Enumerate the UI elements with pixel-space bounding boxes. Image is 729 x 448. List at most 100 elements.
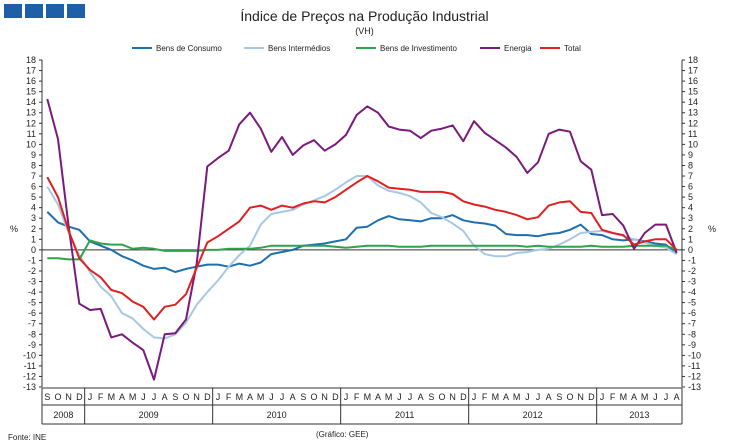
month-tick-label: M	[620, 392, 628, 402]
month-tick-label: J	[525, 392, 530, 402]
month-tick-label: A	[162, 392, 168, 402]
y-tick-label: 10	[26, 139, 36, 149]
legend-label: Total	[564, 44, 581, 53]
month-tick-label: J	[88, 392, 93, 402]
series-line-bens-de-consumo	[46, 211, 678, 273]
y-tick-label: 17	[26, 66, 36, 76]
month-tick-label: F	[354, 392, 360, 402]
y-tick-label: -11	[24, 361, 36, 371]
y-tick-label: -1	[688, 255, 696, 265]
month-tick-label: N	[65, 392, 72, 402]
month-tick-label: N	[449, 392, 456, 402]
year-label: 2008	[53, 410, 73, 420]
month-tick-label: O	[182, 392, 189, 402]
y-tick-label: 15	[26, 87, 36, 97]
y-tick-label: -9	[688, 340, 696, 350]
y-tick-label: 14	[688, 97, 698, 107]
y-tick-label: 7	[31, 171, 36, 181]
y-tick-label: -6	[28, 308, 36, 318]
y-tick-label: 4	[688, 203, 693, 213]
y-tick-label: -5	[28, 298, 36, 308]
series-line-bens-interm-dios	[46, 175, 678, 340]
month-tick-label: N	[577, 392, 584, 402]
month-tick-label: A	[503, 392, 509, 402]
month-tick-label: O	[310, 392, 317, 402]
chart-subtitle: (VH)	[355, 26, 374, 36]
month-tick-label: F	[610, 392, 616, 402]
y-tick-label: 10	[688, 139, 698, 149]
y-tick-label: 1	[31, 234, 36, 244]
year-label: 2009	[139, 410, 159, 420]
y-axis-label-left: %	[10, 224, 18, 234]
y-tick-label: -12	[23, 371, 36, 381]
y-tick-label: -5	[688, 298, 696, 308]
y-tick-label: 0	[31, 245, 36, 255]
month-tick-label: M	[385, 392, 393, 402]
month-tick-label: J	[269, 392, 274, 402]
month-tick-label: J	[653, 392, 658, 402]
y-tick-label: 12	[26, 118, 36, 128]
logo-block	[4, 4, 22, 18]
y-tick-label: -2	[688, 266, 696, 276]
chart-title: Índice de Preços na Produção Industrial	[240, 8, 489, 24]
month-tick-label: N	[321, 392, 328, 402]
month-tick-label: J	[152, 392, 157, 402]
y-tick-label: 14	[26, 97, 36, 107]
chart-credit: (Gráfico: GEE)	[316, 430, 369, 439]
y-tick-label: -8	[28, 329, 36, 339]
month-tick-label: A	[674, 392, 680, 402]
year-label: 2011	[395, 410, 414, 420]
y-tick-label: 16	[26, 76, 36, 86]
month-tick-label: A	[418, 392, 424, 402]
month-tick-label: S	[44, 392, 50, 402]
month-tick-label: M	[641, 392, 649, 402]
y-tick-label: -3	[688, 277, 696, 287]
month-tick-label: D	[204, 392, 211, 402]
y-tick-label: 2	[688, 224, 693, 234]
month-tick-label: S	[556, 392, 562, 402]
y-tick-label: -9	[28, 340, 36, 350]
y-tick-label: 1	[688, 234, 693, 244]
y-tick-label: 3	[688, 213, 693, 223]
y-tick-label: -11	[688, 361, 700, 371]
month-tick-label: J	[280, 392, 285, 402]
y-tick-label: 17	[688, 66, 698, 76]
month-tick-label: A	[290, 392, 296, 402]
series-lines	[46, 98, 678, 381]
y-tick-label: 8	[31, 160, 36, 170]
month-tick-label: J	[536, 392, 541, 402]
year-label: 2013	[629, 410, 649, 420]
month-tick-label: J	[408, 392, 413, 402]
y-tick-label: 15	[688, 87, 698, 97]
month-tick-label: A	[631, 392, 637, 402]
source-note: Fonte: INE	[8, 433, 47, 442]
legend: Bens de Consumo Bens Intermédios Bens de I…	[132, 44, 581, 53]
y-tick-label: 2	[31, 224, 36, 234]
y-tick-label: 9	[688, 150, 693, 160]
month-tick-label: F	[482, 392, 488, 402]
y-tick-label: -2	[28, 266, 36, 276]
year-label: 2012	[523, 410, 543, 420]
brand-logo	[4, 4, 85, 18]
month-tick-label: J	[141, 392, 146, 402]
month-tick-label: D	[332, 392, 339, 402]
month-tick-label: D	[76, 392, 83, 402]
y-tick-label: -3	[28, 277, 36, 287]
month-tick-label: A	[546, 392, 552, 402]
month-tick-label: M	[257, 392, 265, 402]
month-tick-label: J	[344, 392, 349, 402]
series-line-total	[46, 175, 678, 321]
y-tick-label: 11	[688, 129, 697, 139]
legend-label: Energia	[504, 44, 532, 53]
month-tick-label: N	[193, 392, 200, 402]
month-tick-label: J	[664, 392, 669, 402]
month-tick-label: M	[236, 392, 244, 402]
y-tick-label: 8	[688, 160, 693, 170]
month-tick-label: J	[397, 392, 402, 402]
month-tick-label: M	[364, 392, 372, 402]
y-axis-label-right: %	[708, 224, 716, 234]
y-tick-label: 6	[688, 182, 693, 192]
legend-label: Bens Intermédios	[268, 44, 330, 53]
y-tick-label: 3	[31, 213, 36, 223]
